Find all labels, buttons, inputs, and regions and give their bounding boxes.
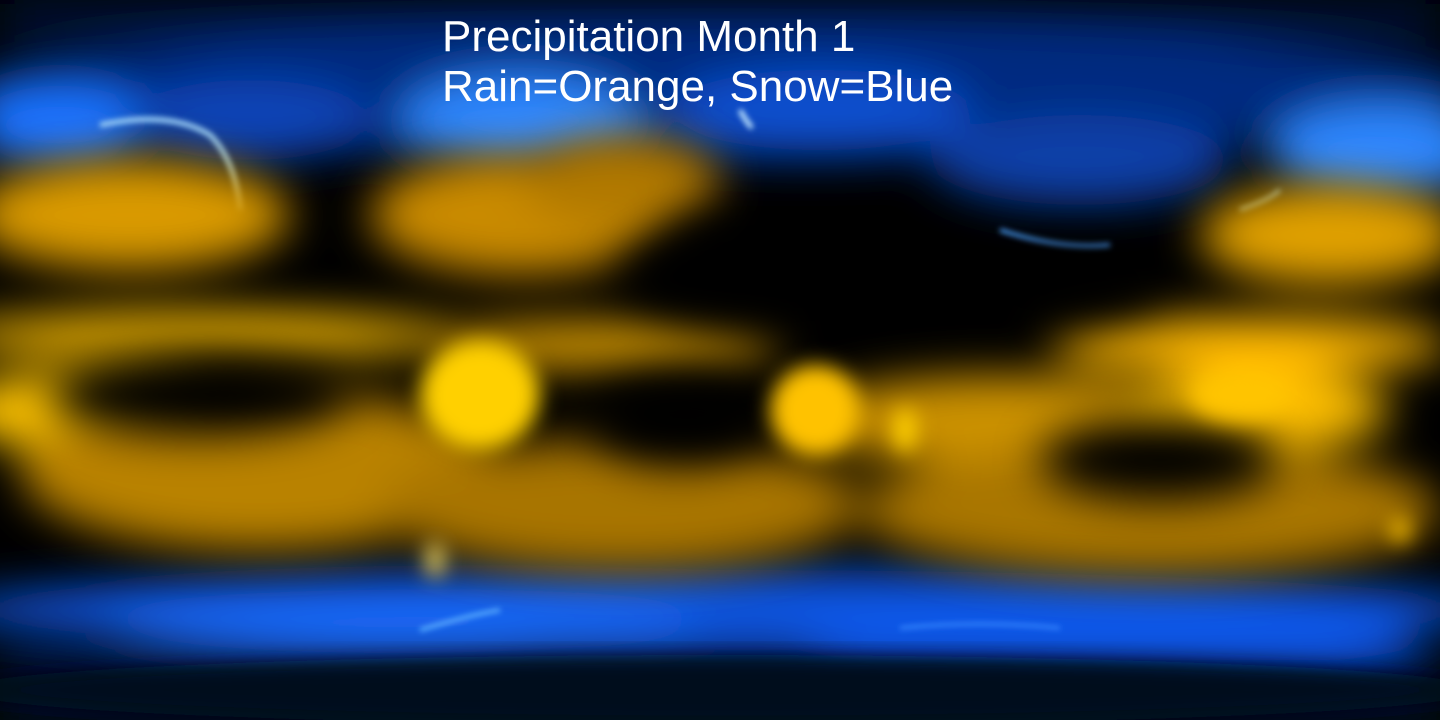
- map-subtitle: Rain=Orange, Snow=Blue: [442, 62, 954, 111]
- land-rain: [420, 340, 1410, 578]
- rain-layer: [0, 135, 1440, 575]
- map-title-block: Precipitation Month 1 Rain=Orange, Snow=…: [442, 12, 953, 112]
- dry-zones: [50, 225, 1280, 500]
- antarctica-region: [0, 655, 1440, 720]
- map-title: Precipitation Month 1: [442, 12, 856, 61]
